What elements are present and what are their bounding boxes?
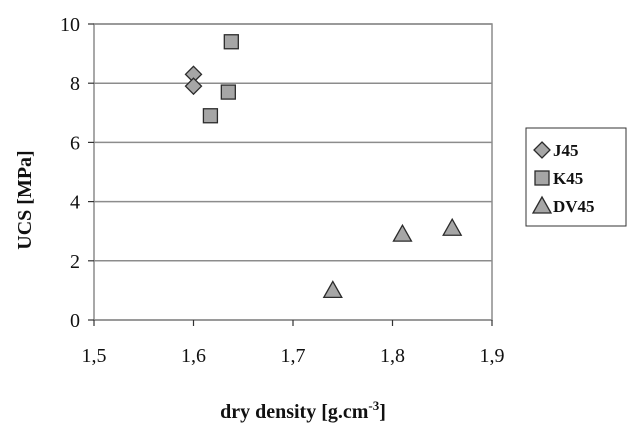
k45-point bbox=[223, 34, 239, 50]
y-tick-label: 2 bbox=[70, 251, 80, 273]
y-axis-title: UCS [MPa] bbox=[14, 150, 36, 249]
y-tick-label: 0 bbox=[70, 310, 80, 332]
y-tick-label: 6 bbox=[70, 132, 80, 154]
legend-k45-label: K45 bbox=[553, 169, 583, 188]
legend-j45-label: J45 bbox=[553, 141, 579, 160]
gridlines bbox=[94, 23, 492, 321]
x-tick-label: 1,6 bbox=[181, 345, 206, 367]
dv45-point bbox=[322, 280, 343, 299]
data-points bbox=[184, 34, 463, 299]
x-tick-label: 1,9 bbox=[480, 345, 505, 367]
legend: J45 K45 DV45 bbox=[525, 127, 627, 227]
k45-point bbox=[220, 84, 236, 100]
x-tick-label: 1,7 bbox=[281, 345, 306, 367]
y-tick-label: 4 bbox=[70, 192, 80, 214]
j45-point bbox=[184, 77, 203, 96]
y-tick-label: 10 bbox=[60, 14, 80, 36]
legend-dv45-marker bbox=[531, 195, 553, 214]
x-axis-title: dry density [g.cm-3] bbox=[220, 398, 386, 423]
dv45-point bbox=[442, 217, 463, 236]
k45-point bbox=[202, 108, 219, 124]
x-axis-ticks: 1,5 1,6 1,7 1,8 1,9 bbox=[82, 320, 505, 367]
y-axis-ticks: 0 2 4 6 8 10 bbox=[60, 14, 94, 332]
legend-k45-marker bbox=[534, 170, 550, 186]
legend-j45-marker bbox=[533, 141, 551, 159]
legend-dv45-label: DV45 bbox=[553, 197, 595, 216]
dv45-point bbox=[392, 223, 413, 242]
y-tick-label: 8 bbox=[70, 73, 80, 95]
x-tick-label: 1,5 bbox=[82, 345, 107, 367]
x-tick-label: 1,8 bbox=[380, 345, 405, 367]
plot-area bbox=[93, 23, 493, 321]
